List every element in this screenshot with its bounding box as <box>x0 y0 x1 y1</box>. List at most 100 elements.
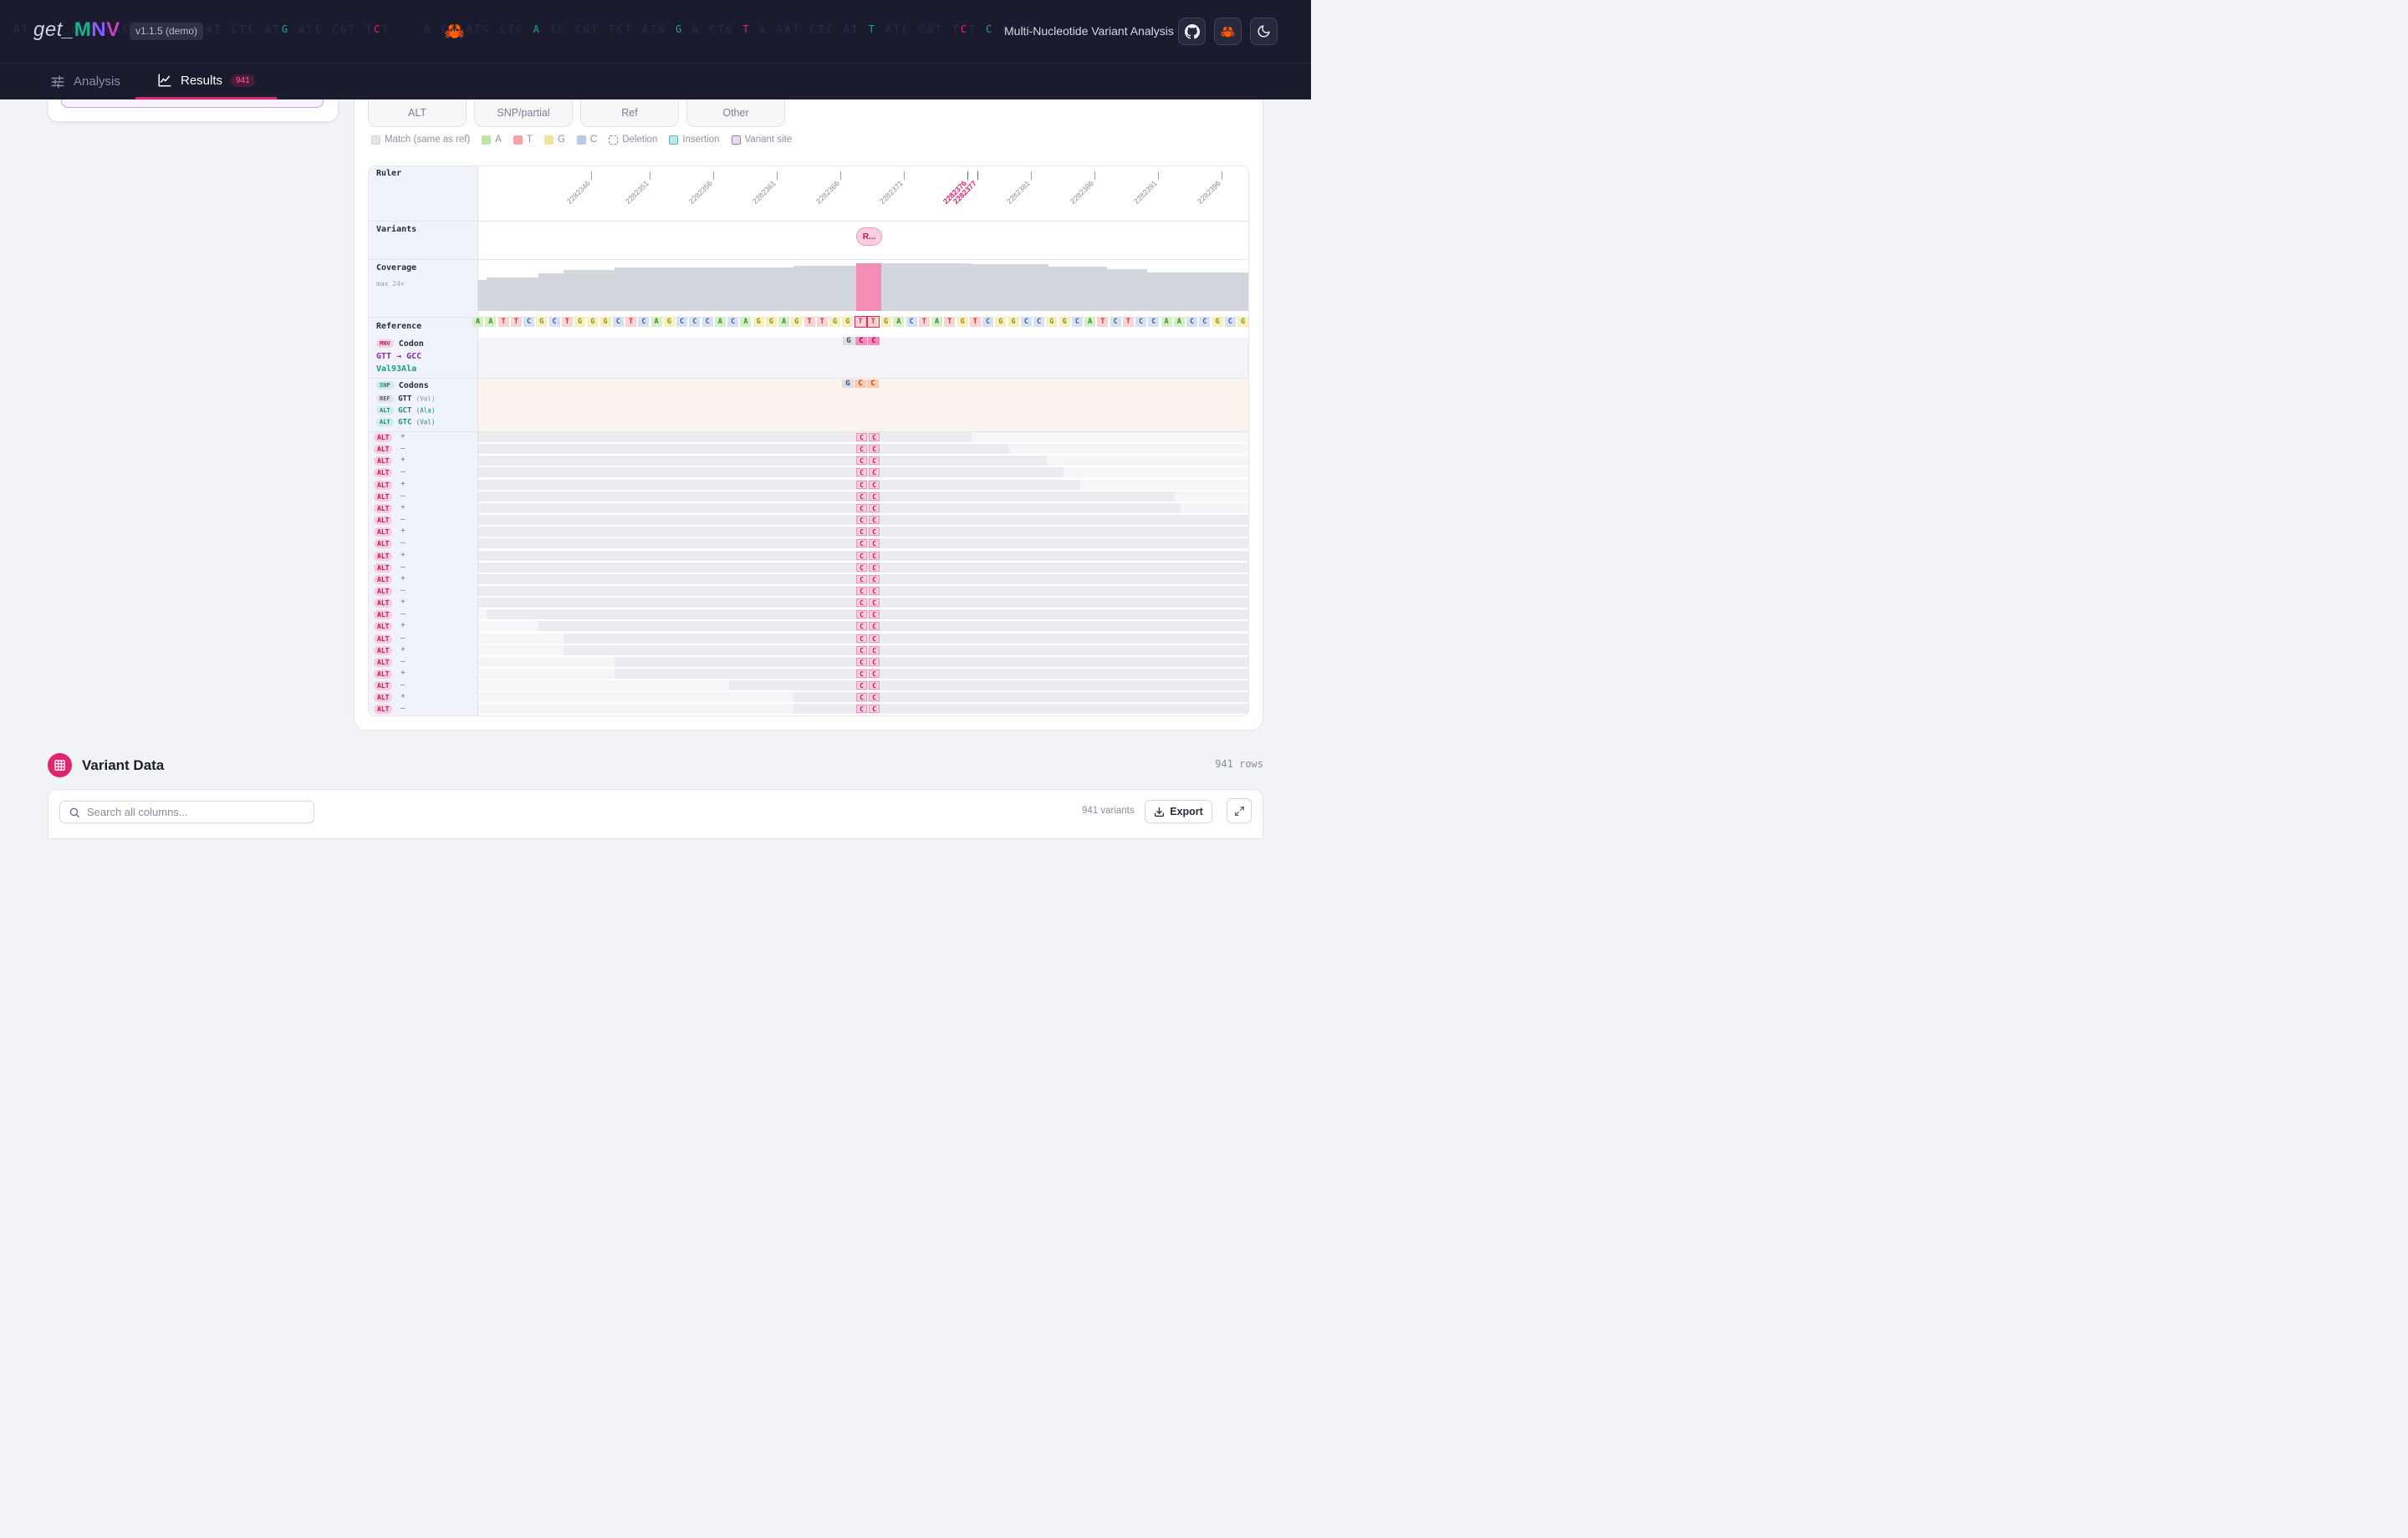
reference-base: T <box>866 316 880 328</box>
reference-base: C <box>638 317 650 327</box>
crab-button[interactable]: 🦀 <box>1214 18 1242 45</box>
mnv-tag: MNV <box>376 339 394 348</box>
github-icon <box>1184 23 1200 39</box>
reference-base: C <box>906 317 917 327</box>
export-label: Export <box>1170 806 1203 817</box>
ruler-tick-label: 2282356 <box>687 179 714 206</box>
tab-analysis[interactable]: Analysis <box>50 64 120 99</box>
alt-base: C <box>869 586 880 595</box>
alt-base: C <box>869 574 880 583</box>
alt-read-tag: ALT <box>374 551 393 561</box>
read-strand: + <box>400 598 406 608</box>
snp-ref-codon: REF GTT (Val) <box>376 395 435 404</box>
read-strand: – <box>400 491 406 501</box>
reference-base: T <box>510 317 522 327</box>
reference-base: G <box>1212 317 1223 327</box>
variant-chip[interactable]: R... <box>856 227 882 246</box>
coverage-bar <box>1048 267 1107 311</box>
alt-read-tag: ALT <box>374 634 393 644</box>
legend-label: Insertion <box>682 135 720 145</box>
snp-alt-codon: ALT GCT (Ala) <box>376 406 435 415</box>
tab-bar: Analysis Results 941 <box>0 63 1311 99</box>
read-strand: – <box>400 680 406 690</box>
alt-read-tag: ALT <box>374 598 393 609</box>
search-input[interactable] <box>87 806 296 818</box>
alt-base: C <box>856 456 867 466</box>
read-bar <box>487 609 1248 620</box>
snp-codon-base: G <box>842 379 854 388</box>
legend-label: Deletion <box>622 135 658 145</box>
expand-button[interactable] <box>1227 798 1252 823</box>
legend-swatch <box>609 135 619 145</box>
read-bar <box>615 656 1248 667</box>
alt-base: C <box>856 657 867 666</box>
ruler-tick <box>591 171 592 180</box>
ruler-tick <box>1158 171 1159 180</box>
filter-ref-button[interactable]: Ref <box>580 99 679 127</box>
alt-base: C <box>869 657 880 666</box>
left-panel-input[interactable] <box>61 99 324 108</box>
ruler-tick <box>840 171 841 180</box>
mnv-change: GTT → GCC <box>376 352 422 361</box>
mnv-codon-title: Codon <box>398 339 424 349</box>
reference-base: G <box>663 317 675 327</box>
ruler-tick-label: 2282371 <box>878 179 905 206</box>
snp-alt-codon: ALT GTC (Val) <box>376 418 435 427</box>
reference-base: G <box>1059 317 1070 327</box>
read-strand: – <box>400 562 406 572</box>
reference-base: C <box>1199 317 1211 327</box>
legend-a: A <box>482 135 502 145</box>
ref-tag: REF <box>376 395 394 403</box>
read-bar <box>729 680 1248 691</box>
read-bar <box>478 467 1064 478</box>
reference-base: T <box>1097 317 1109 327</box>
codon: GCT <box>398 406 412 415</box>
reference-base: C <box>523 317 534 327</box>
reference-base: G <box>1046 317 1058 327</box>
moon-icon <box>1258 25 1270 38</box>
alt-tag: ALT <box>376 418 394 426</box>
alt-read-tag: ALT <box>374 503 393 513</box>
reference-base: G <box>1237 317 1248 327</box>
filter-alt-button[interactable]: ALT <box>368 99 467 127</box>
app-subtitle: Multi-Nucleotide Variant Analysis <box>1004 24 1174 38</box>
reference-base: A <box>485 317 497 327</box>
read-bar <box>793 692 1248 703</box>
alt-read-tag: ALT <box>374 468 393 478</box>
tab-results[interactable]: Results 941 <box>135 64 277 99</box>
snp-codon-base: C <box>867 379 879 388</box>
alt-read-tag: ALT <box>374 433 393 442</box>
theme-toggle-button[interactable] <box>1250 18 1278 45</box>
coverage-bar <box>538 273 564 311</box>
alt-base: C <box>869 433 880 441</box>
snp-codons-title: Codons <box>398 381 429 390</box>
read-strand: + <box>400 432 406 441</box>
filter-other-button[interactable]: Other <box>686 99 785 127</box>
filter-snp-partial-button[interactable]: SNP/partial <box>474 99 573 127</box>
alt-base: C <box>856 527 867 537</box>
reference-base: G <box>791 317 803 327</box>
ruler-tick <box>1031 171 1032 180</box>
coverage-label: Coverage <box>376 263 417 272</box>
github-button[interactable] <box>1178 18 1206 45</box>
read-strand: – <box>400 656 406 666</box>
alignment-viewer[interactable]: Ruler 2282346 2282351 2282356 2282361 228236… <box>368 166 1249 716</box>
alt-base: C <box>856 610 867 619</box>
reference-base: C <box>612 317 624 327</box>
legend-label: G <box>557 135 565 145</box>
ruler-tick-label: 2282391 <box>1132 179 1159 206</box>
search-box[interactable] <box>59 801 314 823</box>
export-button[interactable]: Export <box>1145 800 1212 823</box>
read-strand: + <box>400 669 406 678</box>
reference-base: C <box>1071 317 1083 327</box>
legend-g: G <box>543 135 565 145</box>
alt-base: C <box>869 491 880 501</box>
reference-base: G <box>574 317 585 327</box>
read-strand: + <box>400 573 406 583</box>
legend-c: C <box>576 135 597 145</box>
legend-label: Variant site <box>744 135 793 145</box>
alt-base: C <box>856 693 867 702</box>
reference-base: C <box>1148 317 1160 327</box>
app-logo[interactable]: get_MNV <box>33 18 120 41</box>
alt-tag: ALT <box>376 406 394 415</box>
